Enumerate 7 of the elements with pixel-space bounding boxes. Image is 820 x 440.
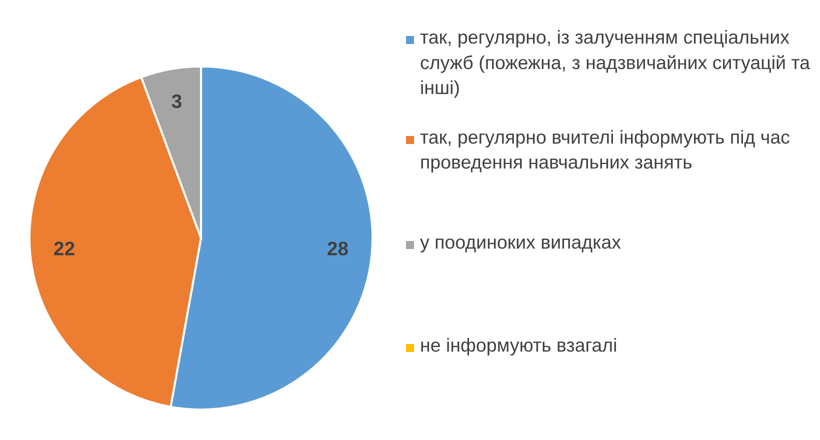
- data-label: 3: [172, 94, 182, 108]
- legend-label: так, регулярно, із залученням спеціальних служб (пожежна, з надзвичайних ситуацій та інші): [420, 30, 810, 98]
- legend-label: не інформують взагалі: [421, 338, 616, 356]
- data-label: 22: [54, 242, 74, 256]
- legend-label: у поодиноких випадках: [420, 238, 621, 252]
- legend-label: так, регулярно вчителі інформують під час проведення навчальних занять: [420, 130, 790, 172]
- data-label: 28: [328, 242, 348, 256]
